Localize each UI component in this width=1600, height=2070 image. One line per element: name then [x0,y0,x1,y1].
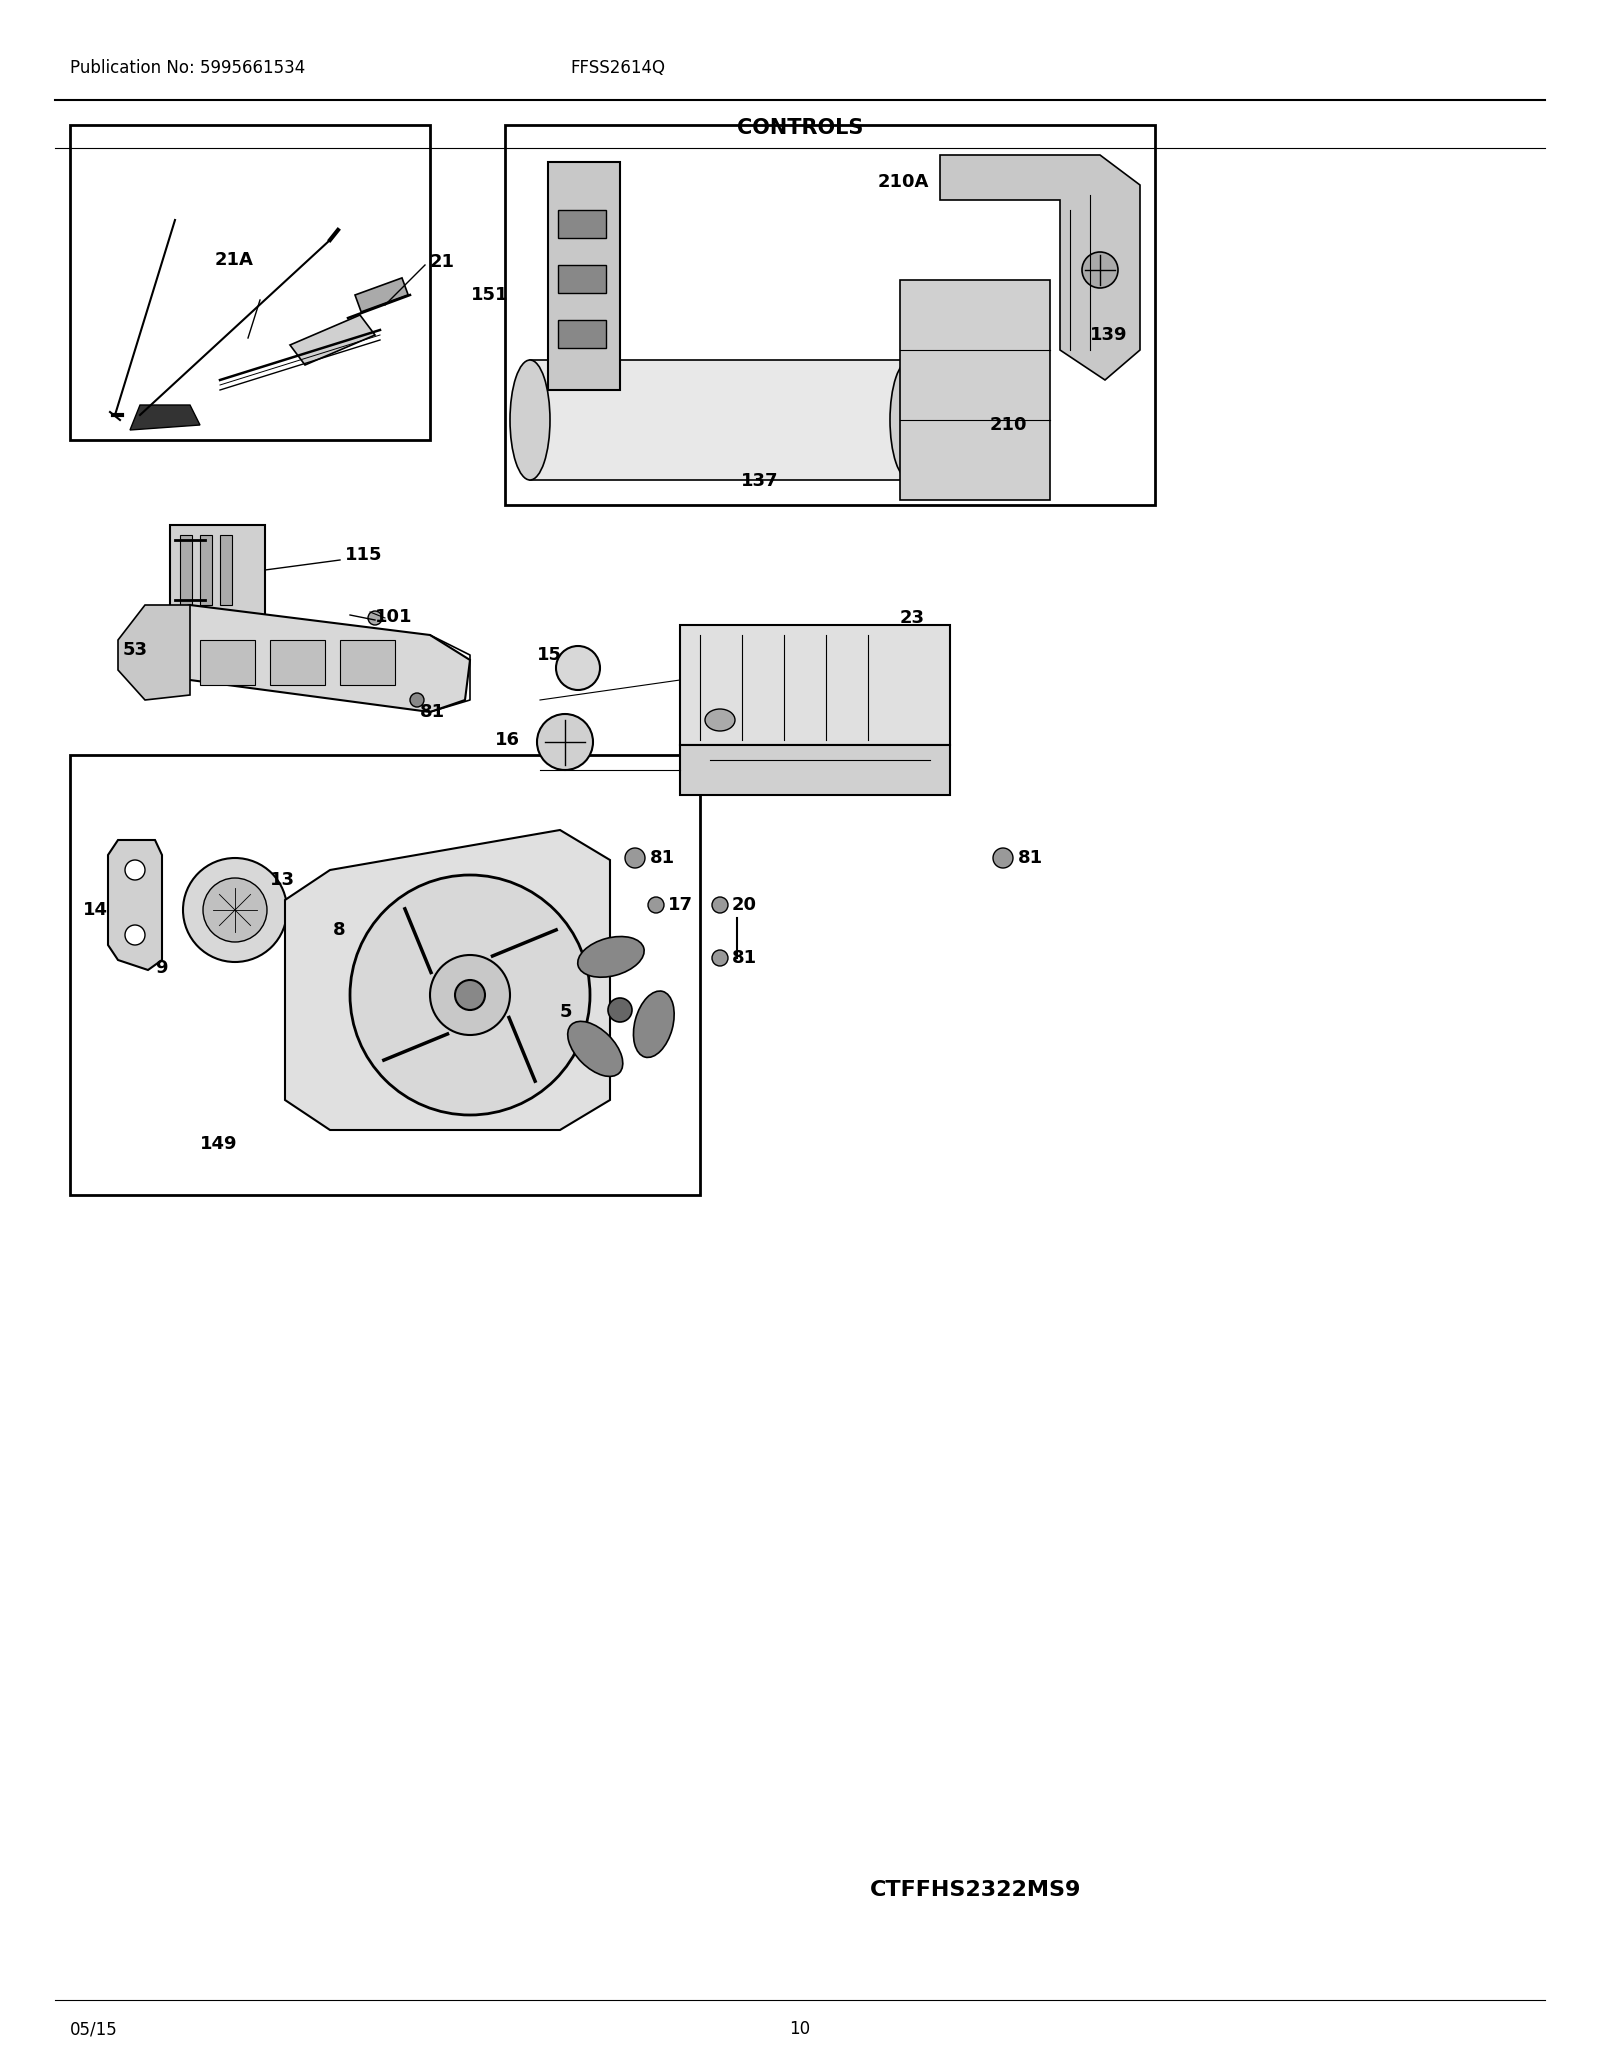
Circle shape [125,859,146,880]
Circle shape [557,646,600,689]
Circle shape [430,954,510,1035]
Circle shape [182,857,286,963]
Bar [355,277,408,313]
Text: 15: 15 [538,646,562,664]
Text: 101: 101 [374,609,413,625]
Polygon shape [146,604,470,712]
Bar [680,745,950,795]
Text: 137: 137 [741,472,779,491]
Ellipse shape [568,1021,622,1076]
Text: 81: 81 [650,849,675,867]
Bar [680,625,950,745]
Text: Publication No: 5995661534: Publication No: 5995661534 [70,60,306,77]
Text: 115: 115 [346,546,382,563]
Polygon shape [118,604,190,700]
Bar [558,321,606,348]
Text: 05/15: 05/15 [70,2020,118,2039]
Circle shape [712,950,728,967]
Text: 20: 20 [733,896,757,915]
Text: 10: 10 [789,2020,811,2039]
Circle shape [608,998,632,1023]
Text: 21: 21 [430,253,454,271]
Circle shape [314,909,346,942]
Bar [530,360,910,480]
Text: 81: 81 [419,704,445,720]
Bar [339,640,395,685]
Circle shape [368,611,382,625]
Polygon shape [899,279,1050,501]
Text: 5: 5 [560,1004,573,1021]
Polygon shape [130,406,200,431]
Polygon shape [290,315,374,364]
Bar [200,640,254,685]
Text: 23: 23 [899,609,925,627]
Text: 149: 149 [200,1134,237,1153]
Bar [70,756,701,1194]
Bar [270,640,325,685]
Bar [179,534,192,604]
Polygon shape [941,155,1139,381]
Ellipse shape [706,710,734,731]
Polygon shape [285,830,610,1130]
Text: CONTROLS: CONTROLS [738,118,862,139]
Ellipse shape [634,992,674,1058]
Text: 14: 14 [83,900,109,919]
Ellipse shape [510,360,550,480]
Circle shape [626,849,645,867]
Circle shape [712,896,728,913]
Ellipse shape [578,936,645,977]
Text: 139: 139 [1090,325,1128,344]
Circle shape [648,896,664,913]
Text: FFSS2614Q: FFSS2614Q [570,60,666,77]
Bar [506,124,1155,505]
Circle shape [203,878,267,942]
Circle shape [350,876,590,1116]
Text: 81: 81 [1018,849,1043,867]
Bar [221,534,232,604]
Text: 210: 210 [990,416,1027,435]
Circle shape [454,979,485,1010]
Bar [558,209,606,238]
Circle shape [1082,253,1118,288]
Text: 13: 13 [270,871,294,888]
Text: 210A: 210A [878,174,930,190]
Bar [70,124,430,441]
Bar [558,265,606,294]
Circle shape [538,714,594,770]
Text: 8: 8 [333,921,346,940]
Text: CTFFHS2322MS9: CTFFHS2322MS9 [870,1880,1082,1900]
Text: 81: 81 [733,948,757,967]
Circle shape [302,896,358,952]
Bar [170,526,266,625]
Polygon shape [547,161,621,389]
Text: 17: 17 [669,896,693,915]
Text: 53: 53 [123,642,147,658]
Circle shape [994,849,1013,867]
Circle shape [410,693,424,708]
Text: 21A: 21A [214,250,254,269]
Bar [200,534,211,604]
Text: 9: 9 [155,958,168,977]
Text: 16: 16 [494,731,520,749]
Text: 151: 151 [470,286,509,304]
Ellipse shape [890,360,930,480]
Polygon shape [109,840,162,971]
Circle shape [125,925,146,946]
